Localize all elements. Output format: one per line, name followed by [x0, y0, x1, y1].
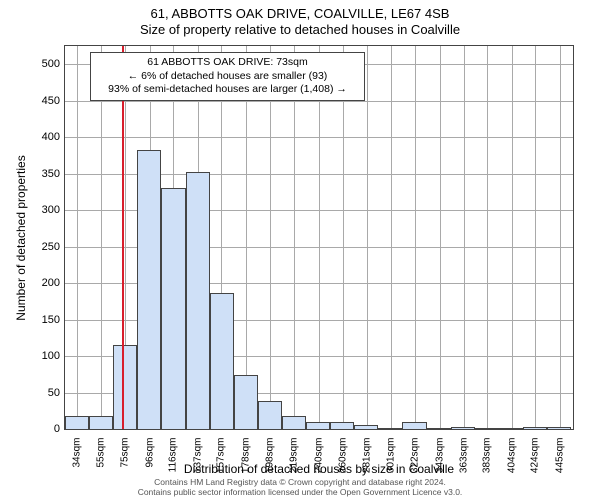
ytick-label: 200: [10, 277, 60, 289]
ytick-label: 50: [10, 387, 60, 399]
xtick-label: 363sqm: [458, 438, 469, 478]
histogram-bar: [210, 293, 234, 429]
histogram-bar: [186, 172, 210, 429]
page-title-line1: 61, ABBOTTS OAK DRIVE, COALVILLE, LE67 4…: [0, 6, 600, 21]
xtick-label: 137sqm: [192, 438, 203, 478]
annotation-line-1: 61 ABBOTTS OAK DRIVE: 73sqm: [97, 56, 358, 70]
xtick-label: 260sqm: [337, 438, 348, 478]
histogram-bar: [137, 150, 161, 429]
gridline-v: [535, 46, 536, 429]
histogram-bar: [234, 375, 258, 429]
xtick-label: 424sqm: [530, 438, 541, 478]
annotation-line-3: 93% of semi-detached houses are larger (…: [97, 83, 358, 97]
gridline-v: [294, 46, 295, 429]
ytick-label: 300: [10, 204, 60, 216]
ytick-label: 500: [10, 58, 60, 70]
page-title-line2: Size of property relative to detached ho…: [0, 22, 600, 37]
xtick-label: 75sqm: [119, 438, 130, 478]
attribution-line-2: Contains public sector information licen…: [0, 488, 600, 498]
annotation-line-2: ← 6% of detached houses are smaller (93): [97, 70, 358, 84]
histogram-bar: [306, 422, 330, 429]
gridline-v: [440, 46, 441, 429]
gridline-v: [464, 46, 465, 429]
ytick-label: 0: [10, 423, 60, 435]
histogram-bar: [354, 425, 378, 429]
histogram-bar: [258, 401, 282, 429]
histogram-bar: [547, 427, 571, 429]
gridline-v: [101, 46, 102, 429]
xtick-label: 198sqm: [264, 438, 275, 478]
histogram-bar: [523, 427, 547, 429]
gridline-v: [391, 46, 392, 429]
ytick-label: 450: [10, 95, 60, 107]
xtick-label: 55sqm: [96, 438, 107, 478]
gridline-v: [512, 46, 513, 429]
gridline-v: [77, 46, 78, 429]
histogram-bar: [113, 345, 137, 429]
xtick-label: 322sqm: [410, 438, 421, 478]
histogram-bar: [475, 428, 499, 429]
xtick-label: 301sqm: [385, 438, 396, 478]
ytick-label: 250: [10, 241, 60, 253]
marker-line: [122, 46, 124, 429]
ytick-label: 400: [10, 131, 60, 143]
gridline-v: [270, 46, 271, 429]
annotation-box: 61 ABBOTTS OAK DRIVE: 73sqm ← 6% of deta…: [90, 52, 365, 101]
histogram-bar: [427, 428, 451, 429]
gridline-v: [487, 46, 488, 429]
histogram-bar: [378, 428, 402, 429]
histogram-bar: [161, 188, 185, 429]
histogram-bar: [89, 416, 113, 429]
gridline-v: [319, 46, 320, 429]
xtick-label: 240sqm: [314, 438, 325, 478]
xtick-label: 383sqm: [482, 438, 493, 478]
histogram-bar: [65, 416, 89, 429]
xtick-label: 157sqm: [216, 438, 227, 478]
gridline-v: [367, 46, 368, 429]
ytick-label: 150: [10, 314, 60, 326]
xtick-label: 343sqm: [435, 438, 446, 478]
gridline-v: [246, 46, 247, 429]
xtick-label: 116sqm: [168, 438, 179, 478]
xtick-label: 404sqm: [506, 438, 517, 478]
gridline-v: [343, 46, 344, 429]
ytick-label: 100: [10, 350, 60, 362]
xtick-label: 96sqm: [144, 438, 155, 478]
histogram-plot: [64, 45, 574, 430]
xtick-label: 445sqm: [555, 438, 566, 478]
histogram-bar: [451, 427, 475, 429]
histogram-bar: [499, 428, 523, 429]
xtick-label: 34sqm: [71, 438, 82, 478]
gridline-v: [560, 46, 561, 429]
histogram-bar: [330, 422, 354, 429]
ytick-label: 350: [10, 168, 60, 180]
xtick-label: 178sqm: [241, 438, 252, 478]
histogram-bar: [282, 416, 306, 429]
xtick-label: 219sqm: [289, 438, 300, 478]
histogram-bar: [402, 422, 426, 429]
xtick-label: 281sqm: [362, 438, 373, 478]
attribution: Contains HM Land Registry data © Crown c…: [0, 478, 600, 498]
gridline-v: [415, 46, 416, 429]
